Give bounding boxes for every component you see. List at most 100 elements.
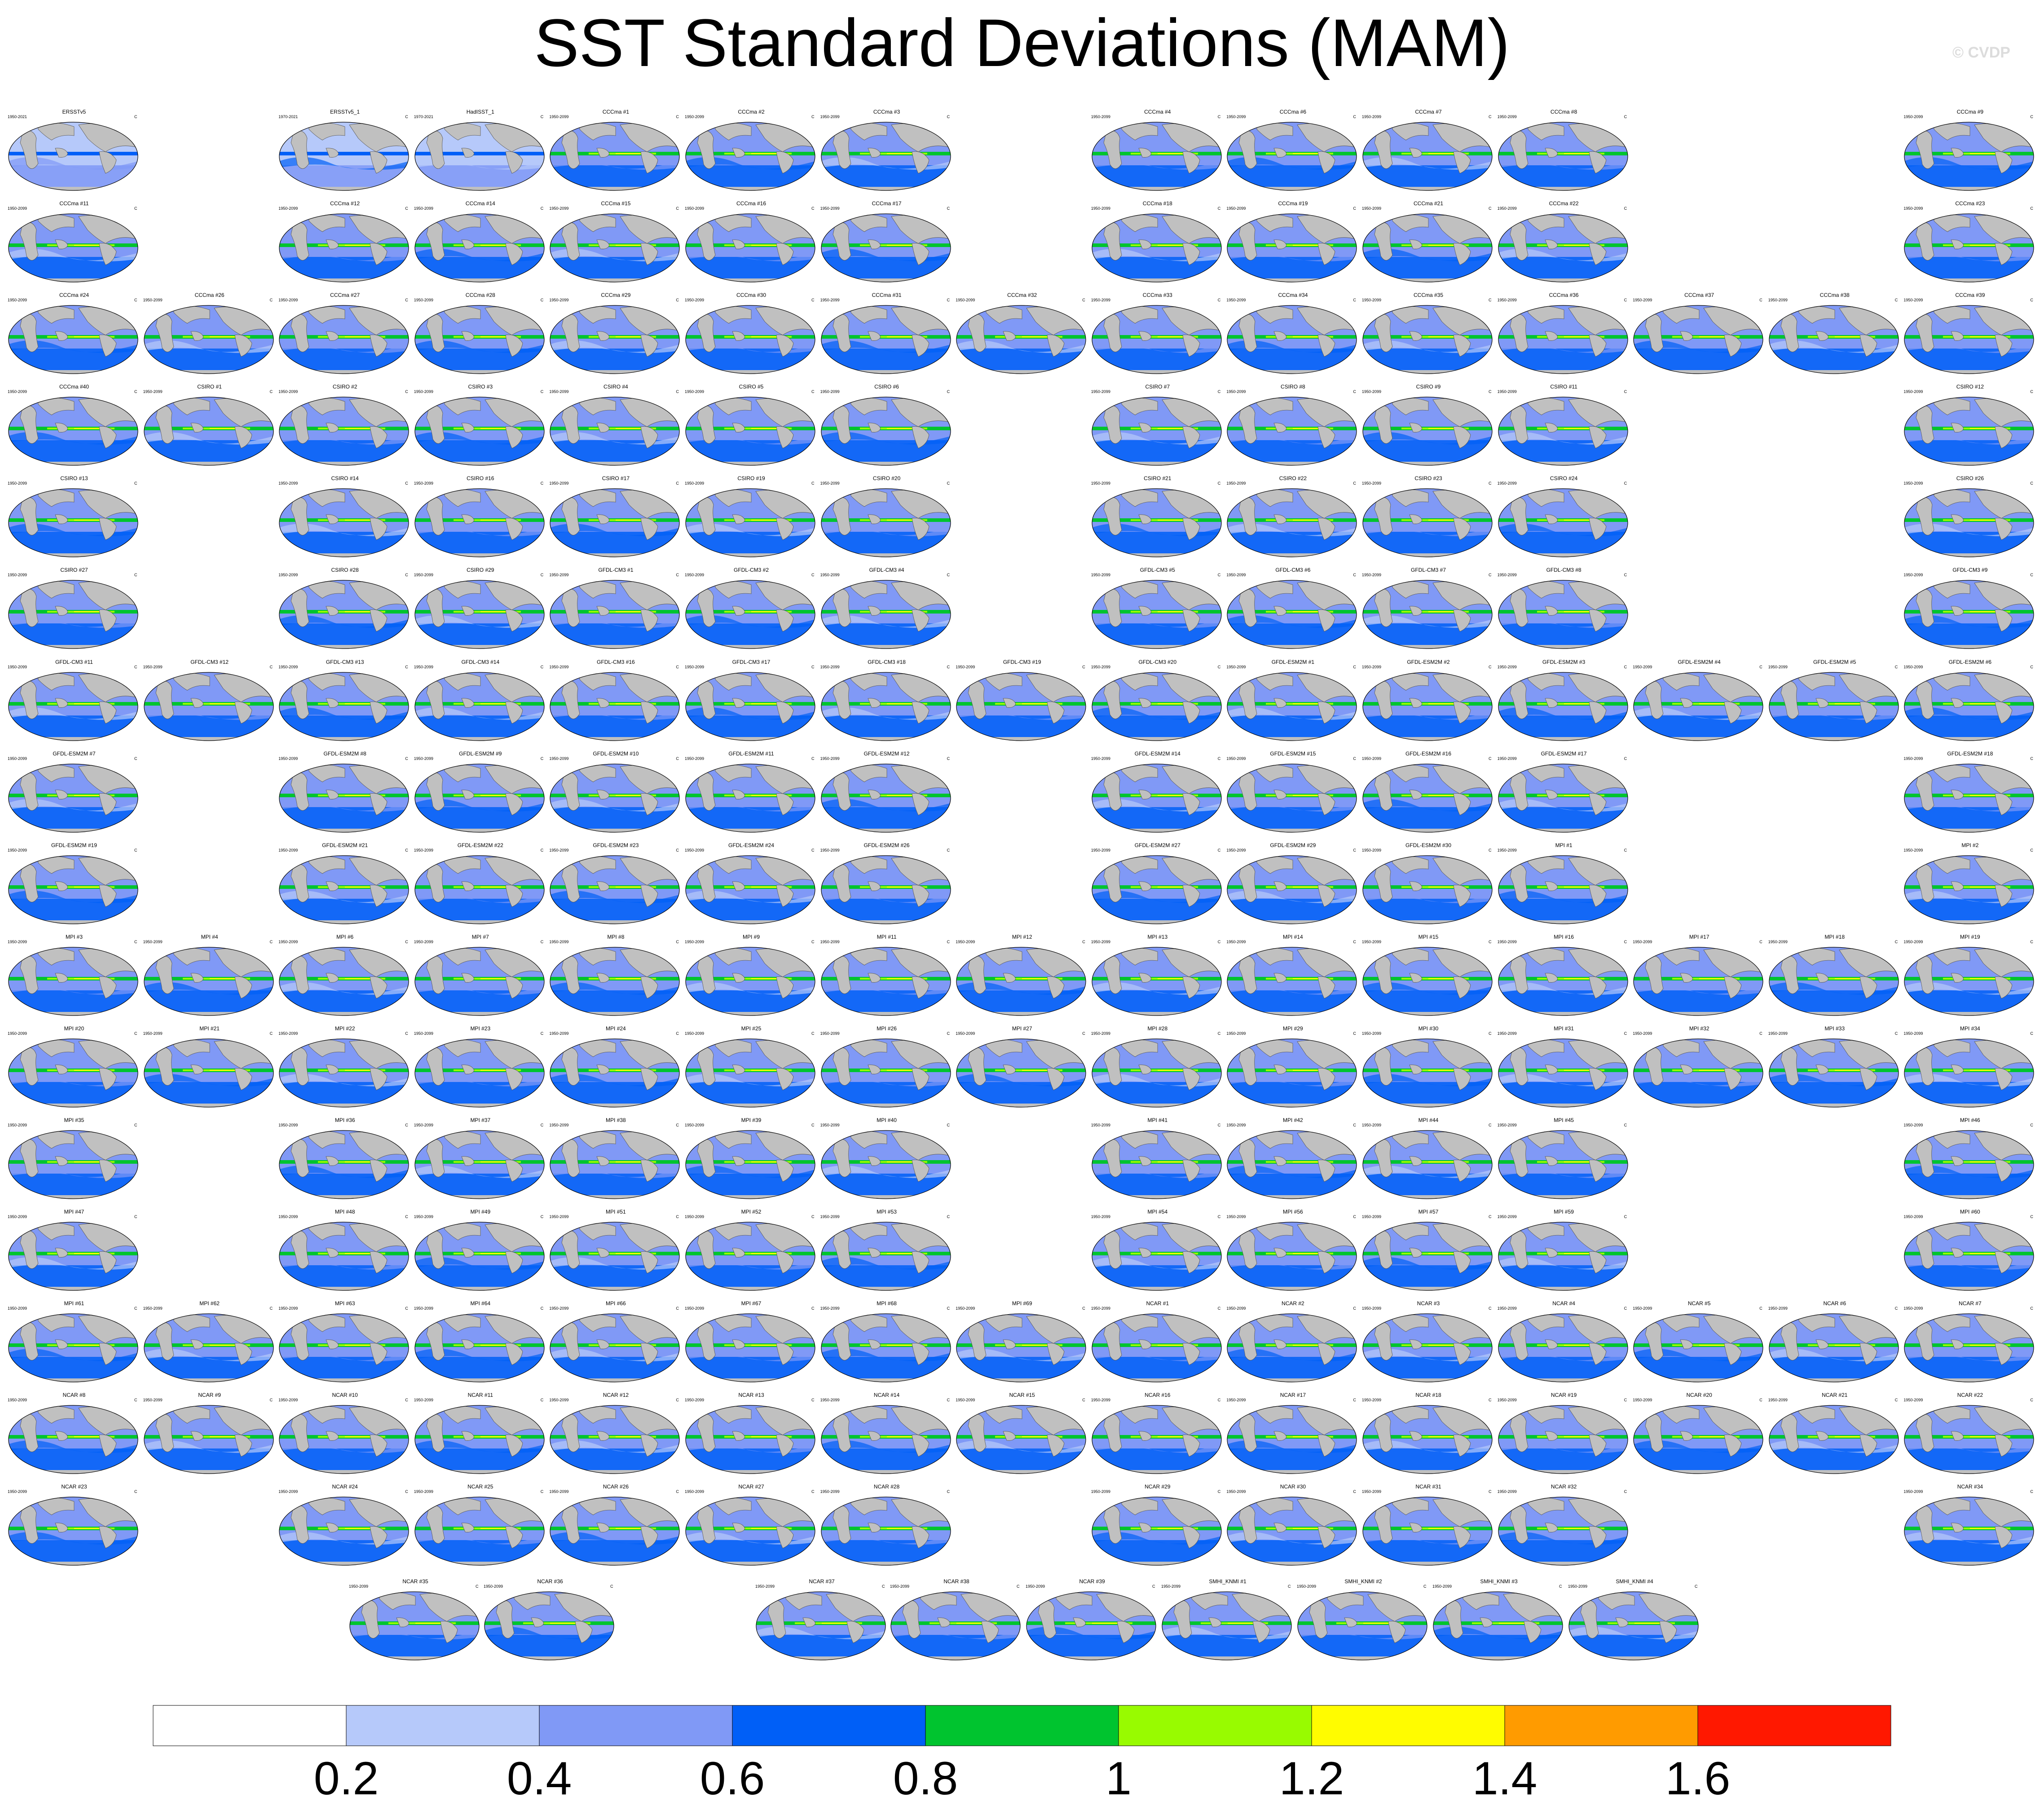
panel-title: NCAR #5 [1687,1300,1711,1307]
panel-period: 1950-2099 [414,1031,433,1036]
globe-map [1498,1130,1628,1199]
panel-title: NCAR #37 [809,1578,835,1585]
globe-map [143,305,274,374]
panel-period: 1950-2099 [1903,756,1923,761]
panel-title: MPI #24 [606,1025,626,1032]
map-panel: CSIRO #6 1950-2099 C [819,384,954,469]
panel-title: ERSSTv5_1 [330,109,360,115]
globe-map [685,1222,815,1291]
panel-units: C [1217,298,1221,302]
globe-map [484,1591,614,1660]
globe-map [414,1405,545,1474]
panel-title: CCCma #36 [1549,292,1579,298]
panel-title: GFDL-ESM2M #30 [1405,842,1452,848]
map-panel: GFDL-ESM2M #2 1950-2099 C [1361,659,1496,744]
panel-units: C [134,1031,137,1036]
map-panel: NCAR #4 1950-2099 C [1497,1300,1631,1386]
globe-map [279,764,409,833]
map-panel: CSIRO #22 1950-2099 C [1225,475,1360,561]
panel-period: 1950-2099 [8,389,27,394]
panel-period: 1950-2099 [820,481,840,486]
panel-period: 1950-2099 [685,206,705,211]
panel-title: CCCma #9 [1956,109,1984,115]
globe-map [1092,947,1222,1016]
globe-map [1769,947,1899,1016]
map-panel: MPI #61 1950-2099 C [7,1300,141,1386]
panel-title: GFDL-CM3 #20 [1138,659,1177,665]
panel-period: 1950-2099 [1497,848,1517,852]
panel-period: 1950-2099 [1768,1398,1788,1402]
panel-period: 1950-2099 [1633,298,1652,302]
map-panel: MPI #59 1950-2099 C [1497,1209,1631,1294]
globe-map [685,855,815,924]
panel-title: CCCma #34 [1278,292,1308,298]
panel-title: GFDL-CM3 #13 [326,659,364,665]
panel-title: CCCma #37 [1684,292,1714,298]
globe-map [820,764,951,833]
map-panel: CSIRO #19 1950-2099 C [684,475,819,561]
map-panel: NCAR #39 1950-2099 C [1025,1578,1159,1664]
panel-period: 1950-2099 [685,848,705,852]
panel-period: 1950-2099 [1497,665,1517,669]
panel-period: 1950-2099 [1091,665,1110,669]
panel-units: C [676,665,679,669]
panel-title: CCCma #14 [465,200,495,207]
map-panel: MPI #41 1950-2099 C [1090,1117,1225,1202]
panel-period: 1950-2099 [820,1489,840,1494]
panel-title: GFDL-ESM2M #22 [457,842,503,848]
panel-units: C [134,573,137,577]
panel-period: 1950-2099 [1226,1123,1246,1127]
globe-map [1362,764,1493,833]
panel-title: NCAR #20 [1686,1392,1712,1398]
panel-units: C [1489,1214,1492,1219]
panel-units: C [1624,1123,1627,1127]
panel-units: C [1759,1306,1762,1311]
panel-period: 1950-2099 [1091,1489,1110,1494]
panel-period: 1950-2099 [8,756,27,761]
map-panel: MPI #3 1950-2099 C [7,934,141,1019]
panel-period: 1950-2099 [820,298,840,302]
panel-title: CSIRO #1 [197,384,222,390]
globe-map [1362,397,1493,466]
panel-units: C [2030,848,2033,852]
panel-units: C [1353,573,1356,577]
panel-period: 1950-2099 [820,940,840,944]
panel-title: GFDL-CM3 #17 [732,659,771,665]
panel-period: 1950-2099 [414,573,433,577]
globe-map [279,488,409,557]
map-panel: MPI #54 1950-2099 C [1090,1209,1225,1294]
map-panel: NCAR #22 1950-2099 C [1903,1392,2037,1477]
globe-map [1904,764,2034,833]
globe-map [1904,580,2034,649]
panel-units: C [811,573,815,577]
panel-period: 1950-2099 [278,573,298,577]
panel-title: MPI #13 [1147,934,1168,940]
panel-title: NCAR #18 [1415,1392,1441,1398]
globe-map [1297,1591,1427,1660]
map-panel: CCCma #39 1950-2099 C [1903,292,2037,377]
panel-units: C [1217,665,1221,669]
globe-map [1904,488,2034,557]
map-panel: MPI #32 1950-2099 C [1632,1025,1766,1111]
panel-period: 1950-2099 [1362,1398,1382,1402]
panel-units: C [405,940,408,944]
panel-units: C [1624,573,1627,577]
panel-title: CSIRO #7 [1145,384,1170,390]
panel-title: CCCma #26 [194,292,225,298]
panel-period: 1950-2099 [278,389,298,394]
globe-map [820,580,951,649]
panel-period: 1950-2099 [1362,1214,1382,1219]
globe-map [414,122,545,191]
map-panel: CCCma #17 1950-2099 C [819,200,954,286]
globe-map [1769,305,1899,374]
map-panel: GFDL-ESM2M #15 1950-2099 C [1225,751,1360,836]
panel-title: CCCma #35 [1413,292,1444,298]
panel-title: GFDL-CM3 #7 [1410,567,1446,573]
panel-units: C [1624,1398,1627,1402]
panel-units: C [1353,1214,1356,1219]
panel-units: C [2030,1214,2033,1219]
map-panel: MPI #7 1950-2099 C [413,934,548,1019]
globe-map [279,213,409,283]
globe-map [1092,488,1222,557]
panel-title: CSIRO #22 [1279,475,1307,481]
